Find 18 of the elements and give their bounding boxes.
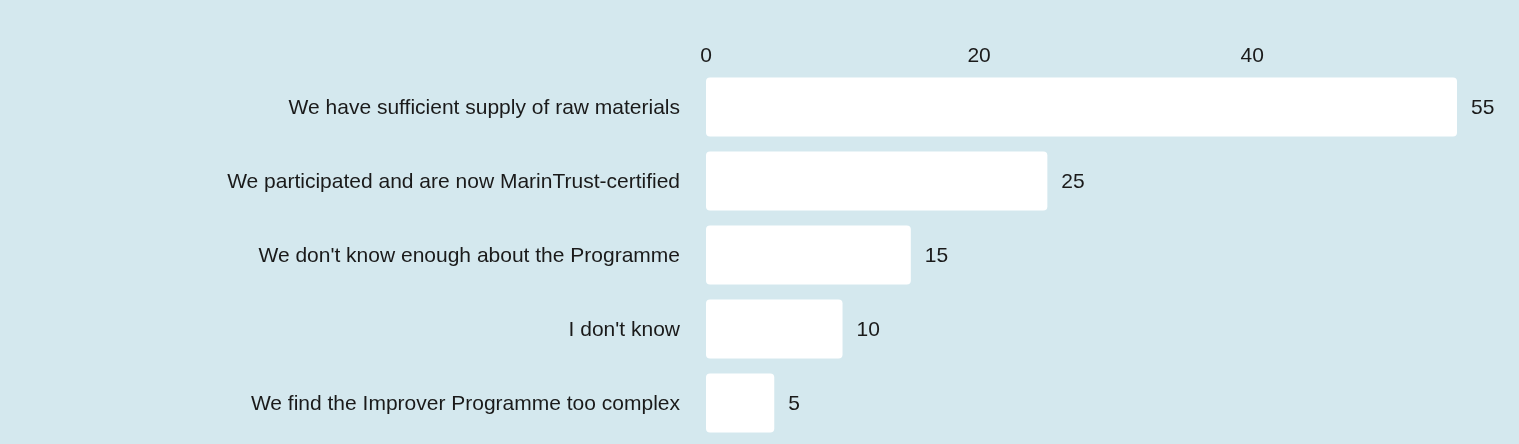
- data-label: 55: [1471, 95, 1495, 119]
- y-tick-label: We don't know enough about the Programme: [258, 243, 680, 267]
- bar: [706, 151, 1048, 211]
- data-label: 10: [856, 317, 880, 341]
- bar: [706, 299, 843, 359]
- data-label: 25: [1061, 169, 1085, 193]
- bar: [706, 77, 1457, 137]
- data-label: 5: [788, 391, 800, 415]
- y-tick-label: We have sufficient supply of raw materials: [288, 95, 680, 119]
- y-tick-label: We find the Improver Programme too complex: [250, 391, 681, 415]
- bar: [706, 373, 775, 433]
- x-tick-label: 40: [1240, 43, 1264, 66]
- y-tick-label: I don't know: [568, 317, 681, 341]
- x-tick-label: 20: [967, 43, 991, 66]
- data-label: 15: [924, 243, 949, 267]
- x-tick-label: 0: [700, 43, 712, 66]
- y-tick-label: We participated and are now MarinTrust-certified: [227, 169, 680, 193]
- bar: [706, 225, 911, 285]
